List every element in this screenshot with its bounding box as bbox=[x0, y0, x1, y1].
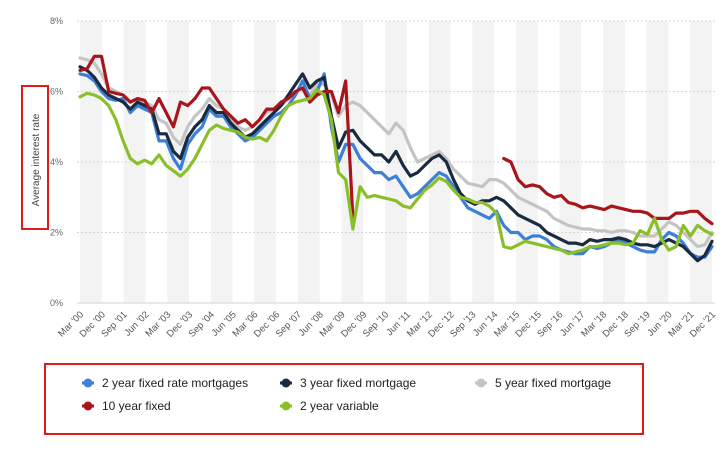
legend-item: 2 year fixed rate mortgages bbox=[82, 376, 248, 390]
y-axis-title: Average interest rate bbox=[31, 113, 42, 206]
series-line bbox=[78, 88, 714, 256]
series-lines bbox=[78, 54, 714, 263]
legend-item: 2 year variable bbox=[280, 399, 379, 413]
legend-item: 5 year fixed mortgage bbox=[475, 376, 611, 390]
legend-label: 3 year fixed mortgage bbox=[300, 376, 416, 390]
y-axis-ticks: 0% 2% 4% 6% 8% bbox=[50, 16, 63, 308]
legend-label: 5 year fixed mortgage bbox=[495, 376, 611, 390]
gridlines bbox=[77, 20, 715, 304]
y-tick-label: 6% bbox=[50, 87, 63, 97]
y-tick-label: 4% bbox=[50, 157, 63, 167]
legend-label: 2 year fixed rate mortgages bbox=[102, 376, 248, 390]
series-line bbox=[78, 56, 714, 249]
legend-item: 10 year fixed bbox=[82, 399, 171, 413]
series-line bbox=[502, 156, 714, 226]
y-tick-label: 2% bbox=[50, 228, 63, 238]
series-line bbox=[78, 65, 714, 263]
legend-label: 2 year variable bbox=[300, 399, 379, 413]
y-tick-label: 8% bbox=[50, 16, 63, 26]
legend-label: 10 year fixed bbox=[102, 399, 171, 413]
grid-band bbox=[341, 21, 364, 303]
y-axis-label: Average interest rate bbox=[21, 85, 49, 230]
y-axis-label-highlight bbox=[21, 85, 49, 230]
y-tick-label: 0% bbox=[50, 298, 63, 308]
series-line bbox=[78, 54, 355, 220]
legend: 2 year fixed rate mortgages 3 year fixed … bbox=[44, 363, 644, 435]
legend-item: 3 year fixed mortgage bbox=[280, 376, 416, 390]
legend-box bbox=[44, 363, 644, 435]
